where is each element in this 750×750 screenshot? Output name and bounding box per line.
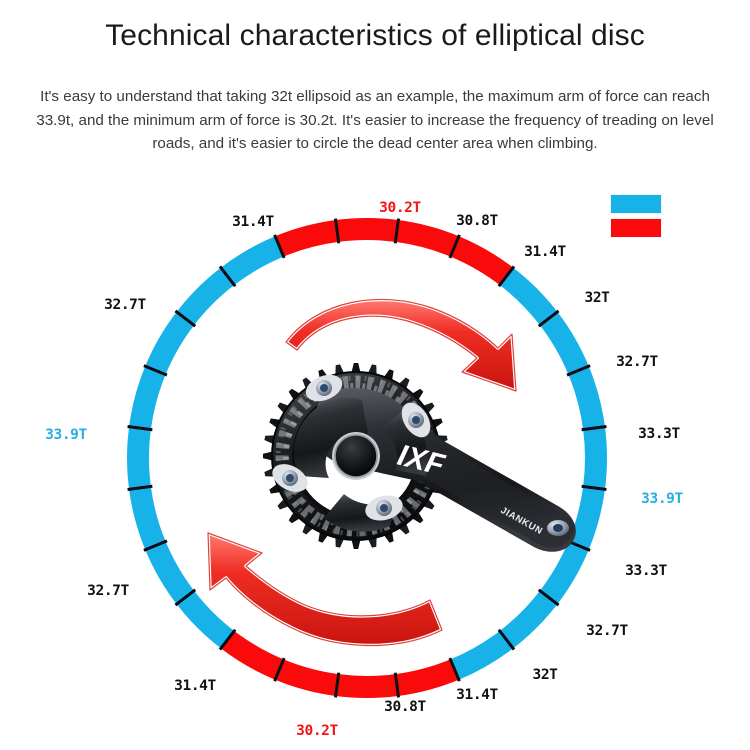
ring-value-label: 30.2T: [379, 200, 421, 216]
ring-value-label: 30.8T: [384, 699, 426, 715]
ring-segment: [145, 541, 195, 605]
ring-value-label: 32.7T: [104, 297, 146, 313]
ring-segment: [568, 486, 605, 550]
ring-segment: [176, 590, 235, 649]
ring-segment: [450, 236, 514, 286]
ring-value-label: 31.4T: [456, 687, 498, 703]
ring-segment: [126, 426, 151, 490]
ring-tick-marks: [127, 218, 607, 698]
ring-segment: [335, 217, 399, 242]
ring-tick: [127, 424, 153, 432]
ring-segment: [220, 630, 284, 680]
ring-tick: [174, 309, 197, 328]
ring-value-label: 33.3T: [625, 563, 667, 579]
ring-segment: [220, 236, 284, 286]
ring-value-label: 30.2T: [296, 723, 338, 739]
ring-tick: [581, 484, 607, 492]
ring-segment: [176, 267, 235, 326]
ring-value-label: 30.8T: [456, 213, 498, 229]
ring-tick: [448, 657, 461, 682]
ring-segments: [126, 217, 608, 699]
legend: [610, 194, 664, 238]
ring-tick: [174, 588, 197, 607]
ring-value-label: 32T: [532, 667, 558, 683]
page-description: It's easy to understand that taking 32t …: [36, 88, 714, 152]
ring-tick: [393, 672, 401, 698]
ring-tick: [143, 364, 168, 377]
ring-segment: [395, 659, 459, 696]
ring-segment: [129, 366, 166, 430]
ring-segment: [499, 267, 558, 326]
ring-tick: [581, 424, 607, 432]
ring-segment: [129, 486, 166, 550]
ring-value-label: 31.4T: [174, 678, 216, 694]
ring-value-label: 32.7T: [616, 354, 658, 370]
ring-segment: [539, 311, 589, 375]
ring-tick: [333, 218, 341, 244]
ring-segment: [275, 659, 339, 696]
ring-tick: [566, 364, 591, 377]
ring-segment: [450, 630, 514, 680]
ring-value-label: 33.9T: [45, 427, 87, 443]
ring-segment: [275, 220, 339, 257]
ring-value-label: 33.9T: [641, 491, 683, 507]
legend-swatch-blue: [610, 194, 662, 214]
ring-value-label: 32T: [584, 290, 610, 306]
ring-value-label: 31.4T: [232, 214, 274, 230]
rotation-arrow-bottom: [206, 531, 444, 648]
legend-swatch-red: [610, 218, 662, 238]
ring-tick: [127, 484, 153, 492]
ring-tick: [273, 234, 286, 259]
ring-tick: [448, 234, 461, 259]
ring-tick: [218, 628, 237, 651]
page-title: Technical characteristics of elliptical …: [105, 19, 645, 52]
ring-tick: [143, 539, 168, 552]
ring-value-label: 32.7T: [586, 623, 628, 639]
ring-tick: [333, 672, 341, 698]
ring-segment: [335, 674, 399, 699]
ring-segment: [568, 366, 605, 430]
ring-segment: [583, 426, 608, 490]
ring-value-label: 32.7T: [87, 583, 129, 599]
ring-tick: [273, 657, 286, 682]
ring-tick: [537, 309, 560, 328]
ring-segment: [395, 220, 459, 257]
rotation-arrow-top: [284, 297, 518, 393]
ring-segment: [539, 541, 589, 605]
ring-tick: [497, 265, 516, 288]
ring-tick: [497, 628, 516, 651]
ring-segment: [145, 311, 195, 375]
ring-tick: [218, 265, 237, 288]
ring-tick: [537, 588, 560, 607]
ring-tick: [393, 218, 401, 244]
ring-value-label: 33.3T: [638, 426, 680, 442]
ring-segment: [499, 590, 558, 649]
ring-value-label: 31.4T: [524, 244, 566, 260]
